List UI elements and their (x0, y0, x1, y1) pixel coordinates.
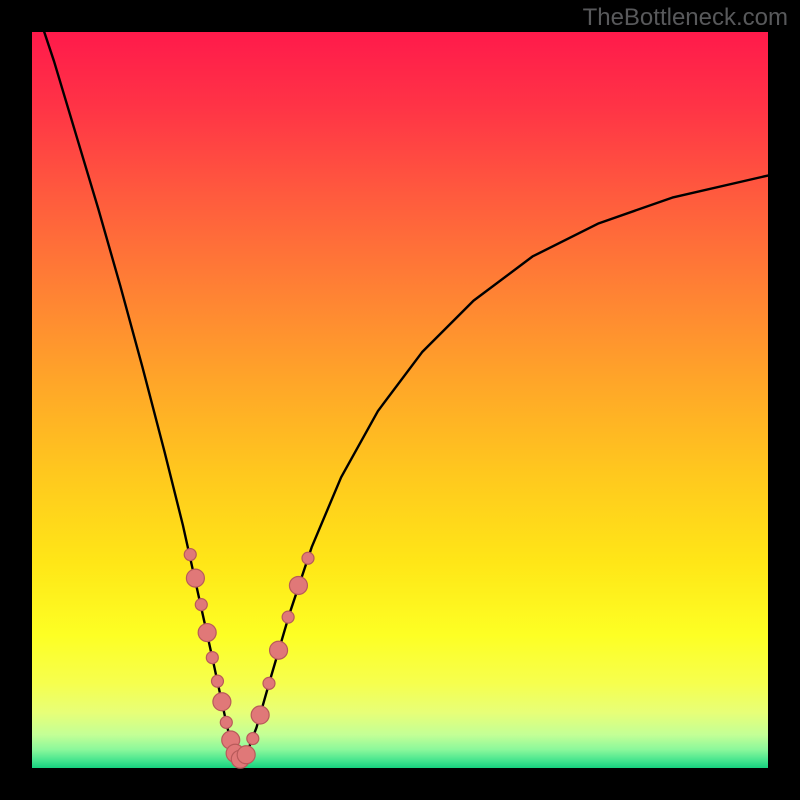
data-point-marker (213, 693, 231, 711)
watermark-text: TheBottleneck.com (583, 4, 788, 32)
data-point-marker (270, 641, 288, 659)
data-point-marker (302, 552, 314, 564)
data-point-marker (211, 675, 223, 687)
data-point-marker (282, 611, 294, 623)
data-point-marker (184, 549, 196, 561)
bottleneck-curve (32, 0, 768, 761)
data-point-marker (263, 677, 275, 689)
data-point-marker (247, 733, 259, 745)
plot-area (32, 32, 768, 768)
data-point-marker (195, 599, 207, 611)
data-point-marker (289, 576, 307, 594)
curve-layer (32, 32, 768, 768)
data-point-marker (198, 624, 216, 642)
data-point-marker (220, 716, 232, 728)
data-point-marker (251, 706, 269, 724)
chart-frame: TheBottleneck.com (0, 0, 800, 800)
data-point-marker (206, 652, 218, 664)
data-point-marker (237, 746, 255, 764)
data-point-marker (186, 569, 204, 587)
